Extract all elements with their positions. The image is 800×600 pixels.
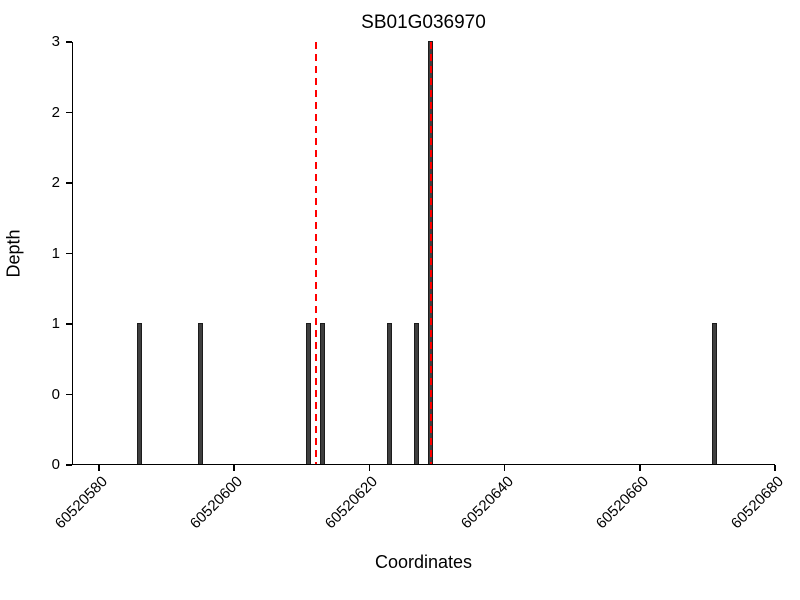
y-axis-tick-label: 2 xyxy=(51,103,60,121)
depth-bar xyxy=(319,323,325,464)
depth-bar xyxy=(137,323,143,464)
y-axis-tick xyxy=(66,323,72,325)
y-axis-tick-label: 1 xyxy=(51,244,60,262)
depth-bar xyxy=(387,323,393,464)
y-axis-tick-label: 3 xyxy=(51,33,60,50)
x-axis-label: Coordinates xyxy=(374,552,473,572)
y-axis-tick xyxy=(66,41,72,43)
x-axis-tick-label: 60520620 xyxy=(322,473,382,533)
depth-bar xyxy=(197,323,203,464)
y-axis-tick-label: 2 xyxy=(51,174,60,191)
x-axis-tick-label: 60520600 xyxy=(187,473,247,533)
depth-bar xyxy=(711,323,717,464)
y-axis-tick xyxy=(66,464,72,466)
x-axis-tick-label: 60520680 xyxy=(727,473,788,533)
depth-bar xyxy=(414,323,420,464)
plot-area xyxy=(72,41,775,465)
y-axis-tick xyxy=(66,252,72,255)
chart-title: SB01G036970 xyxy=(361,12,486,33)
x-axis-tick xyxy=(774,465,776,471)
x-axis-tick xyxy=(98,465,100,471)
y-axis-tick xyxy=(66,111,72,114)
red-dashed-marker-line xyxy=(430,42,433,464)
red-dashed-marker-line xyxy=(315,42,318,464)
x-axis-tick-label: 60520640 xyxy=(457,473,517,533)
x-axis-tick-label: 60520660 xyxy=(592,473,652,533)
depth-bar xyxy=(306,323,312,464)
y-axis-tick-label: 1 xyxy=(51,315,60,332)
x-axis-tick xyxy=(368,465,371,471)
x-axis-tick xyxy=(503,465,506,471)
x-axis-tick xyxy=(639,465,641,471)
x-axis-tick-label: 60520580 xyxy=(51,473,112,533)
y-axis-tick-label: 0 xyxy=(51,385,60,403)
y-axis-tick xyxy=(66,182,72,184)
y-axis-tick xyxy=(66,393,72,396)
x-axis-tick xyxy=(233,465,235,471)
y-axis-tick-label: 0 xyxy=(51,456,60,473)
